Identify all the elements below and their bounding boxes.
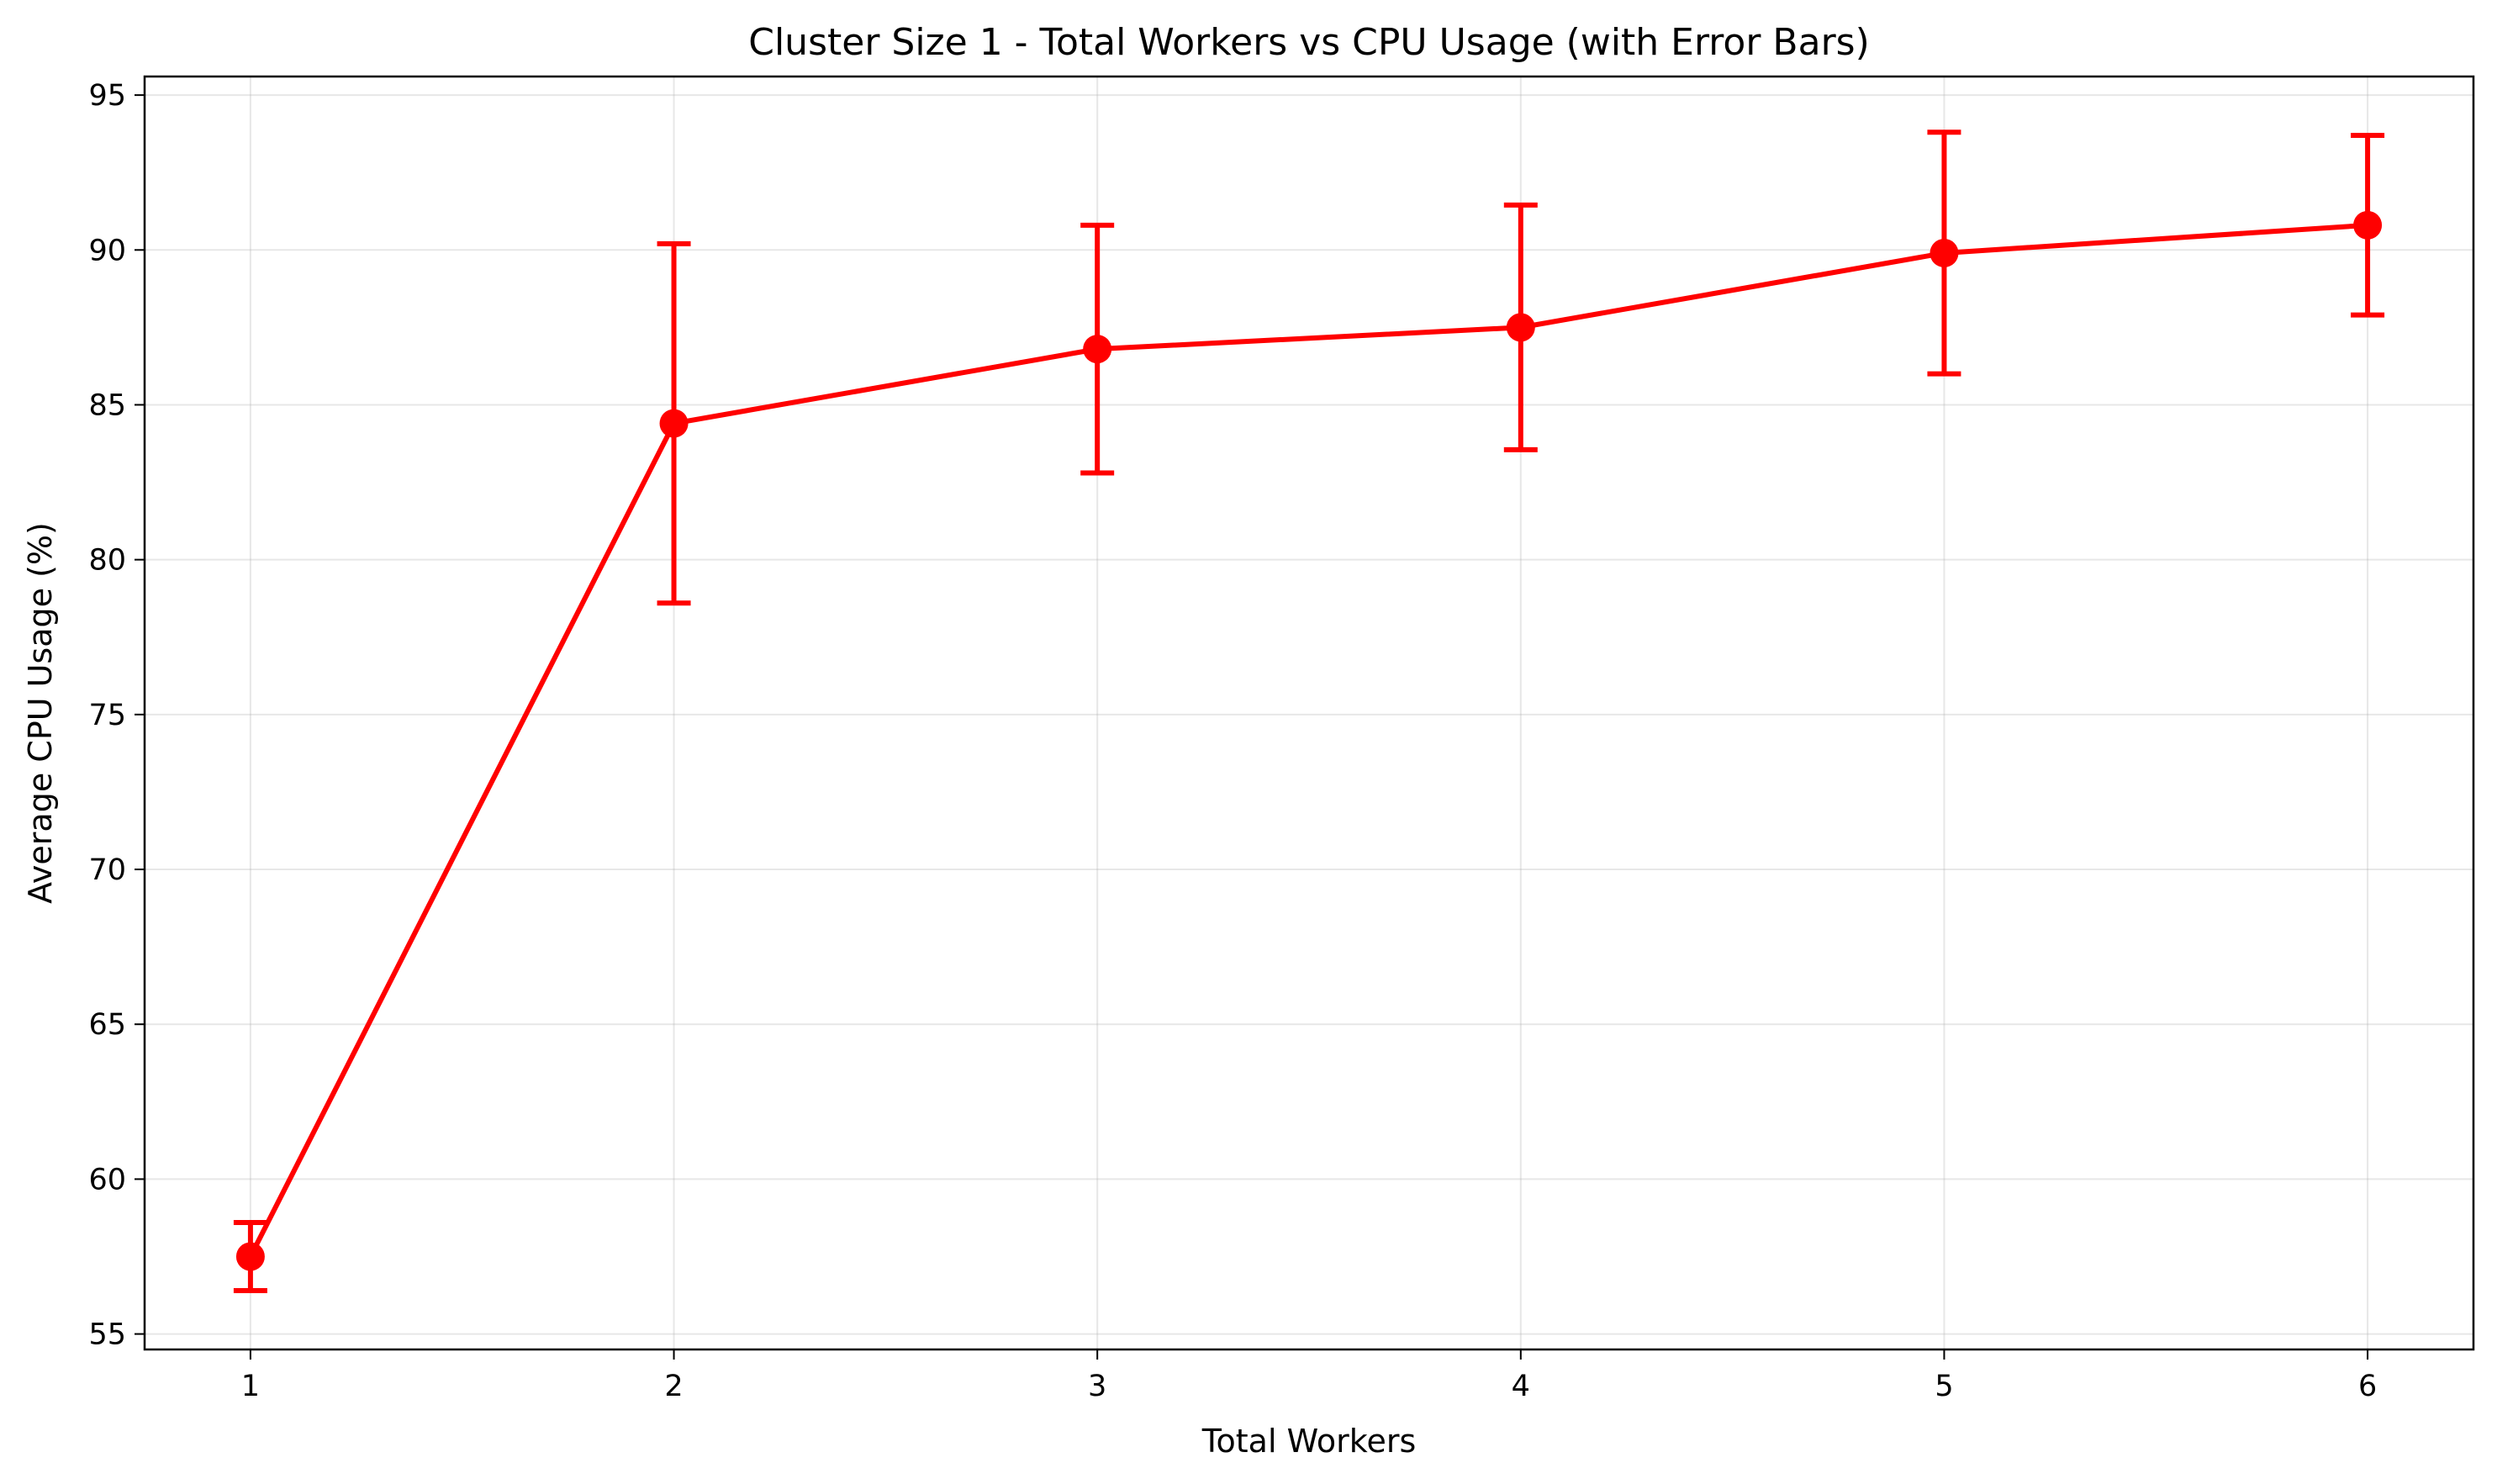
data-point <box>1506 313 1535 342</box>
series-line <box>248 222 2368 1258</box>
y-tick-label: 95 <box>88 79 126 113</box>
y-tick-label: 70 <box>88 853 126 887</box>
data-point <box>235 1242 265 1271</box>
x-tick-label: 4 <box>1512 1370 1530 1403</box>
y-tick-label: 55 <box>88 1318 126 1352</box>
x-axis-ticks: 1 2 3 4 5 6 <box>241 1349 2377 1403</box>
data-point <box>659 409 689 438</box>
y-tick-label: 60 <box>88 1163 126 1196</box>
data-point <box>1083 335 1112 364</box>
y-axis-label: Average CPU Usage (%) <box>22 522 59 904</box>
x-tick-label: 2 <box>664 1370 683 1403</box>
axes-frame <box>143 75 2475 1351</box>
y-axis-ticks: 55 60 65 70 75 80 85 90 95 <box>88 79 145 1352</box>
y-tick-label: 80 <box>88 544 126 578</box>
y-tick-label: 65 <box>88 1008 126 1042</box>
y-tick-label: 75 <box>88 699 126 732</box>
y-tick-label: 90 <box>88 234 126 267</box>
data-point <box>1930 238 1959 267</box>
chart-title: Cluster Size 1 - Total Workers vs CPU Us… <box>748 21 1870 64</box>
x-tick-label: 1 <box>241 1370 260 1403</box>
plot-area <box>233 129 2385 1294</box>
y-tick-label: 85 <box>88 388 126 422</box>
x-tick-label: 6 <box>2358 1370 2377 1403</box>
data-point <box>2353 210 2383 240</box>
x-tick-label: 3 <box>1088 1370 1106 1403</box>
x-axis-label: Total Workers <box>1201 1423 1417 1460</box>
x-tick-label: 5 <box>1935 1370 1953 1403</box>
